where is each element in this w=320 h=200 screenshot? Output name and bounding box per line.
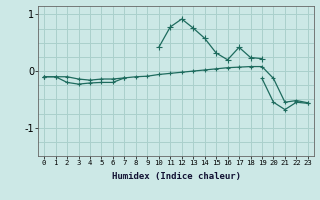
X-axis label: Humidex (Indice chaleur): Humidex (Indice chaleur) bbox=[111, 172, 241, 181]
